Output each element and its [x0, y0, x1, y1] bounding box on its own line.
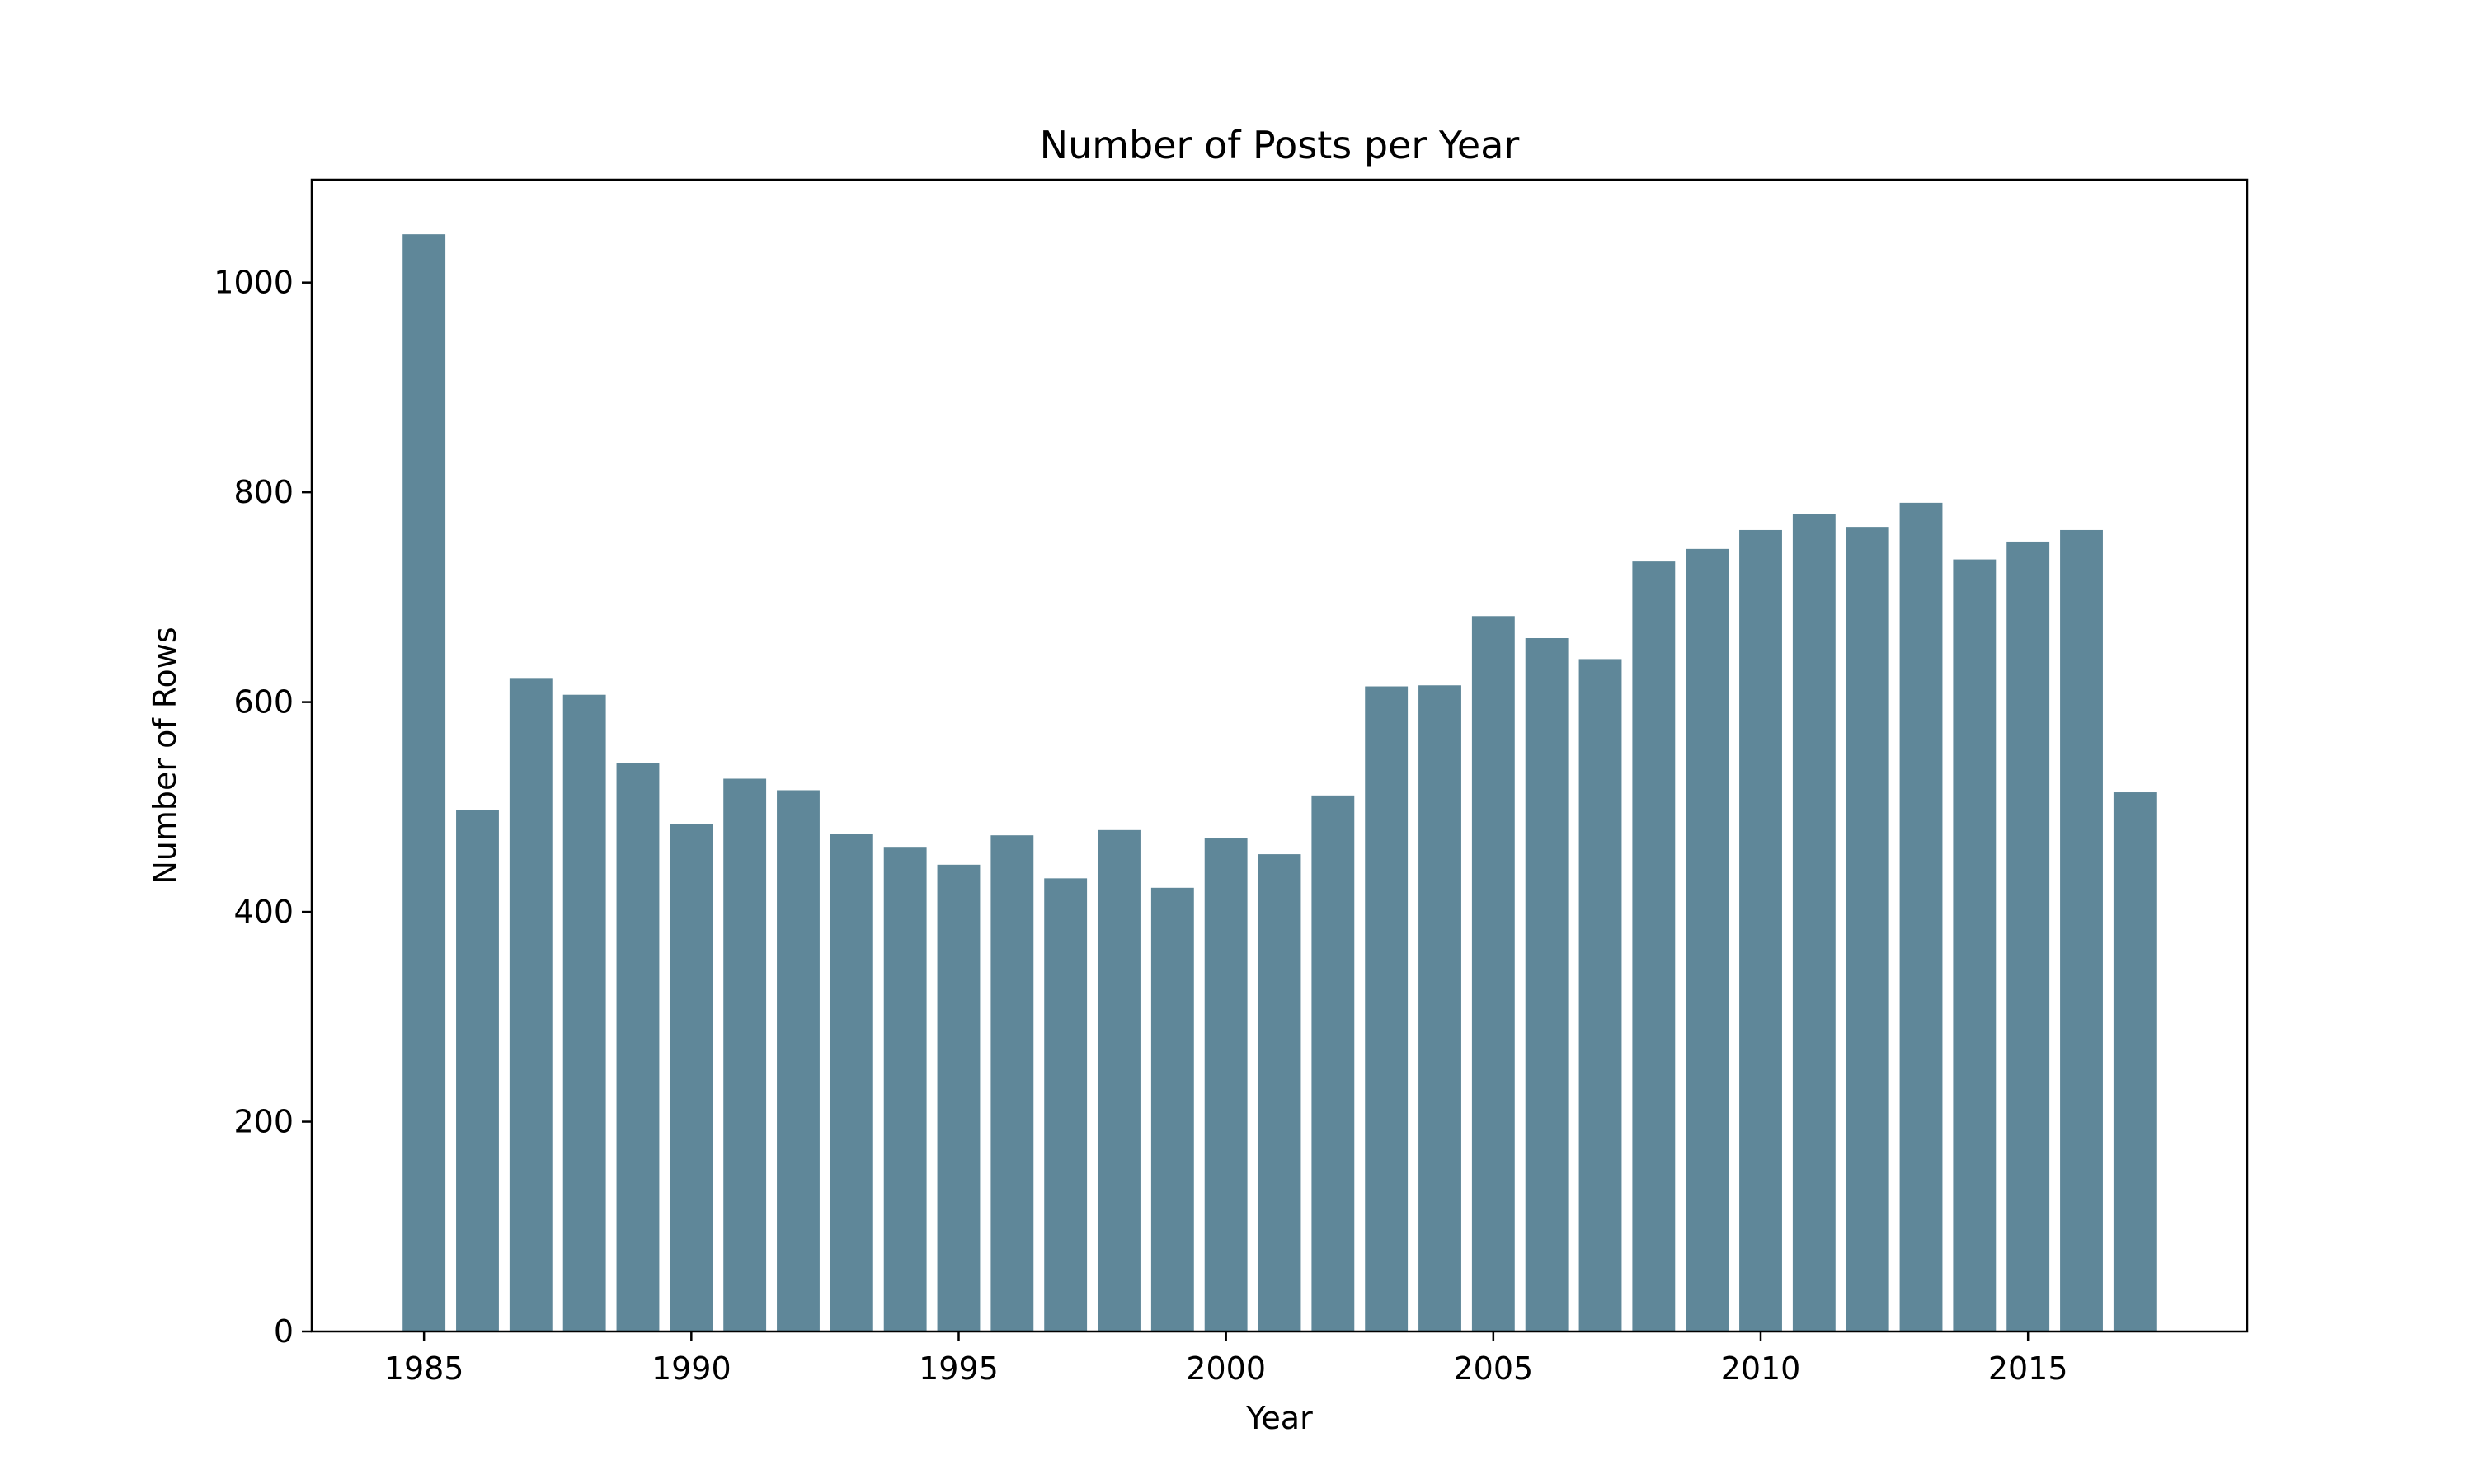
x-axis-title: Year: [1245, 1400, 1313, 1436]
bar-2013: [1899, 502, 1943, 1331]
bar-2007: [1578, 659, 1622, 1331]
x-axis: 1985 1990 1995 2000 2005 2010 2015: [384, 1331, 2068, 1387]
x-tick-label-2010: 2010: [1721, 1350, 1801, 1387]
y-tick-label-600: 600: [233, 684, 294, 721]
bar-1995: [937, 864, 981, 1331]
bar-2017: [2113, 792, 2157, 1331]
bar-1993: [830, 834, 873, 1331]
y-tick-label-400: 400: [233, 894, 294, 930]
bar-1985: [402, 234, 446, 1331]
bar-2014: [1953, 559, 1997, 1331]
y-tick-label-200: 200: [233, 1104, 294, 1140]
bar-2008: [1632, 561, 1676, 1331]
y-axis-title: Number of Rows: [147, 627, 183, 884]
y-tick-label-800: 800: [233, 474, 294, 510]
bar-2016: [2060, 529, 2103, 1331]
x-tick-label-1995: 1995: [919, 1350, 999, 1387]
plot-frame: [310, 178, 2249, 1333]
y-tick-label-0: 0: [274, 1313, 294, 1350]
x-tick-label-2005: 2005: [1453, 1350, 1533, 1387]
bar-1992: [777, 790, 820, 1331]
bar-2006: [1525, 638, 1569, 1331]
bar-2010: [1739, 529, 1782, 1331]
bar-2015: [2006, 541, 2050, 1331]
bar-1989: [616, 763, 660, 1331]
x-tick-label-1985: 1985: [384, 1350, 464, 1387]
bar-1998: [1098, 829, 1141, 1331]
bar-1987: [509, 678, 553, 1331]
bar-2012: [1846, 527, 1889, 1331]
bar-1990: [670, 824, 713, 1331]
y-tick-label-1000: 1000: [214, 265, 294, 301]
bar-1991: [723, 778, 767, 1331]
bar-2004: [1418, 685, 1461, 1331]
bar-2003: [1365, 686, 1409, 1331]
chart-title: Number of Posts per Year: [1040, 123, 1520, 167]
bar-2005: [1471, 616, 1515, 1331]
bar-2009: [1686, 548, 1729, 1331]
bar-1996: [990, 835, 1034, 1331]
x-tick-label-2015: 2015: [1988, 1350, 2068, 1387]
bar-2001: [1258, 854, 1301, 1331]
bar-2011: [1792, 514, 1836, 1331]
bar-1999: [1150, 887, 1194, 1331]
bar-2002: [1311, 795, 1355, 1331]
x-tick-label-1990: 1990: [651, 1350, 731, 1387]
x-tick-label-2000: 2000: [1186, 1350, 1266, 1387]
bars-layer: [402, 234, 2157, 1331]
bar-1997: [1044, 878, 1088, 1331]
bar-2000: [1204, 838, 1248, 1331]
y-axis: 0 200 400 600 800 1000: [214, 265, 312, 1350]
bar-1986: [456, 810, 499, 1331]
bar-1994: [883, 847, 927, 1331]
bar-1988: [562, 694, 606, 1331]
